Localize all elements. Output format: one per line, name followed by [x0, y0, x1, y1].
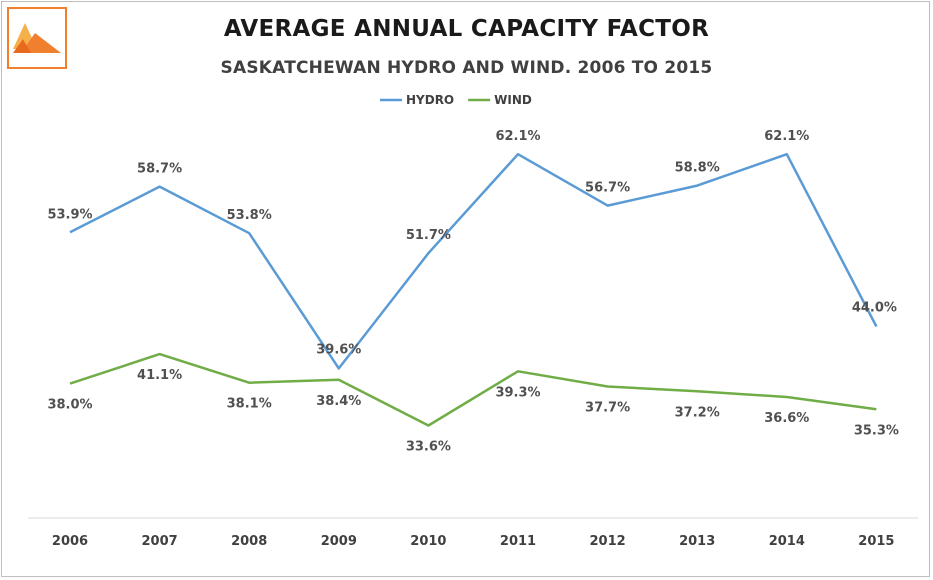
x-tick-label: 2006: [52, 534, 88, 549]
x-tick-label: 2008: [231, 534, 267, 549]
hydro-data-label: 62.1%: [764, 129, 809, 144]
chart-subtitle: SASKATCHEWAN HYDRO AND WIND. 2006 TO 201…: [220, 58, 713, 78]
logo: [7, 7, 67, 69]
wind-data-label: 35.3%: [854, 423, 899, 438]
wind-data-label: 38.1%: [227, 397, 272, 412]
hydro-data-label: 51.7%: [406, 228, 451, 243]
x-tick-label: 2015: [858, 534, 894, 549]
chart-title: AVERAGE ANNUAL CAPACITY FACTOR: [223, 16, 710, 42]
x-tick-label: 2014: [769, 534, 805, 549]
hydro-data-label: 53.8%: [227, 208, 272, 223]
x-tick-label: 2013: [679, 534, 715, 549]
series-line-wind: [69, 352, 877, 427]
hydro-data-label: 58.8%: [675, 161, 720, 176]
x-tick-label: 2009: [321, 534, 357, 549]
triangle-logo-icon: [13, 23, 61, 53]
hydro-data-label: 56.7%: [585, 181, 630, 196]
wind-data-label: 37.7%: [585, 400, 630, 415]
x-tick-label: 2011: [500, 534, 536, 549]
wind-data-label: 37.2%: [675, 405, 720, 420]
x-tick-label: 2010: [410, 534, 446, 549]
x-tick-label: 2007: [142, 534, 178, 549]
wind-data-label: 36.6%: [764, 411, 809, 426]
wind-data-label: 38.0%: [47, 398, 92, 413]
wind-data-label: 41.1%: [137, 368, 182, 383]
wind-data-label: 39.3%: [495, 385, 540, 400]
hydro-data-label: 39.6%: [316, 342, 361, 357]
wind-data-label: 38.4%: [316, 394, 361, 409]
series-line-hydro: [69, 152, 878, 370]
hydro-data-label: 53.9%: [47, 207, 92, 222]
hydro-data-label: 44.0%: [852, 301, 897, 316]
wind-data-label: 33.6%: [406, 440, 451, 455]
hydro-data-label: 62.1%: [495, 129, 540, 144]
legend-label-hydro: HYDRO: [406, 93, 454, 107]
hydro-data-label: 58.7%: [137, 162, 182, 177]
x-tick-label: 2012: [590, 534, 626, 549]
legend-label-wind: WIND: [494, 93, 532, 107]
